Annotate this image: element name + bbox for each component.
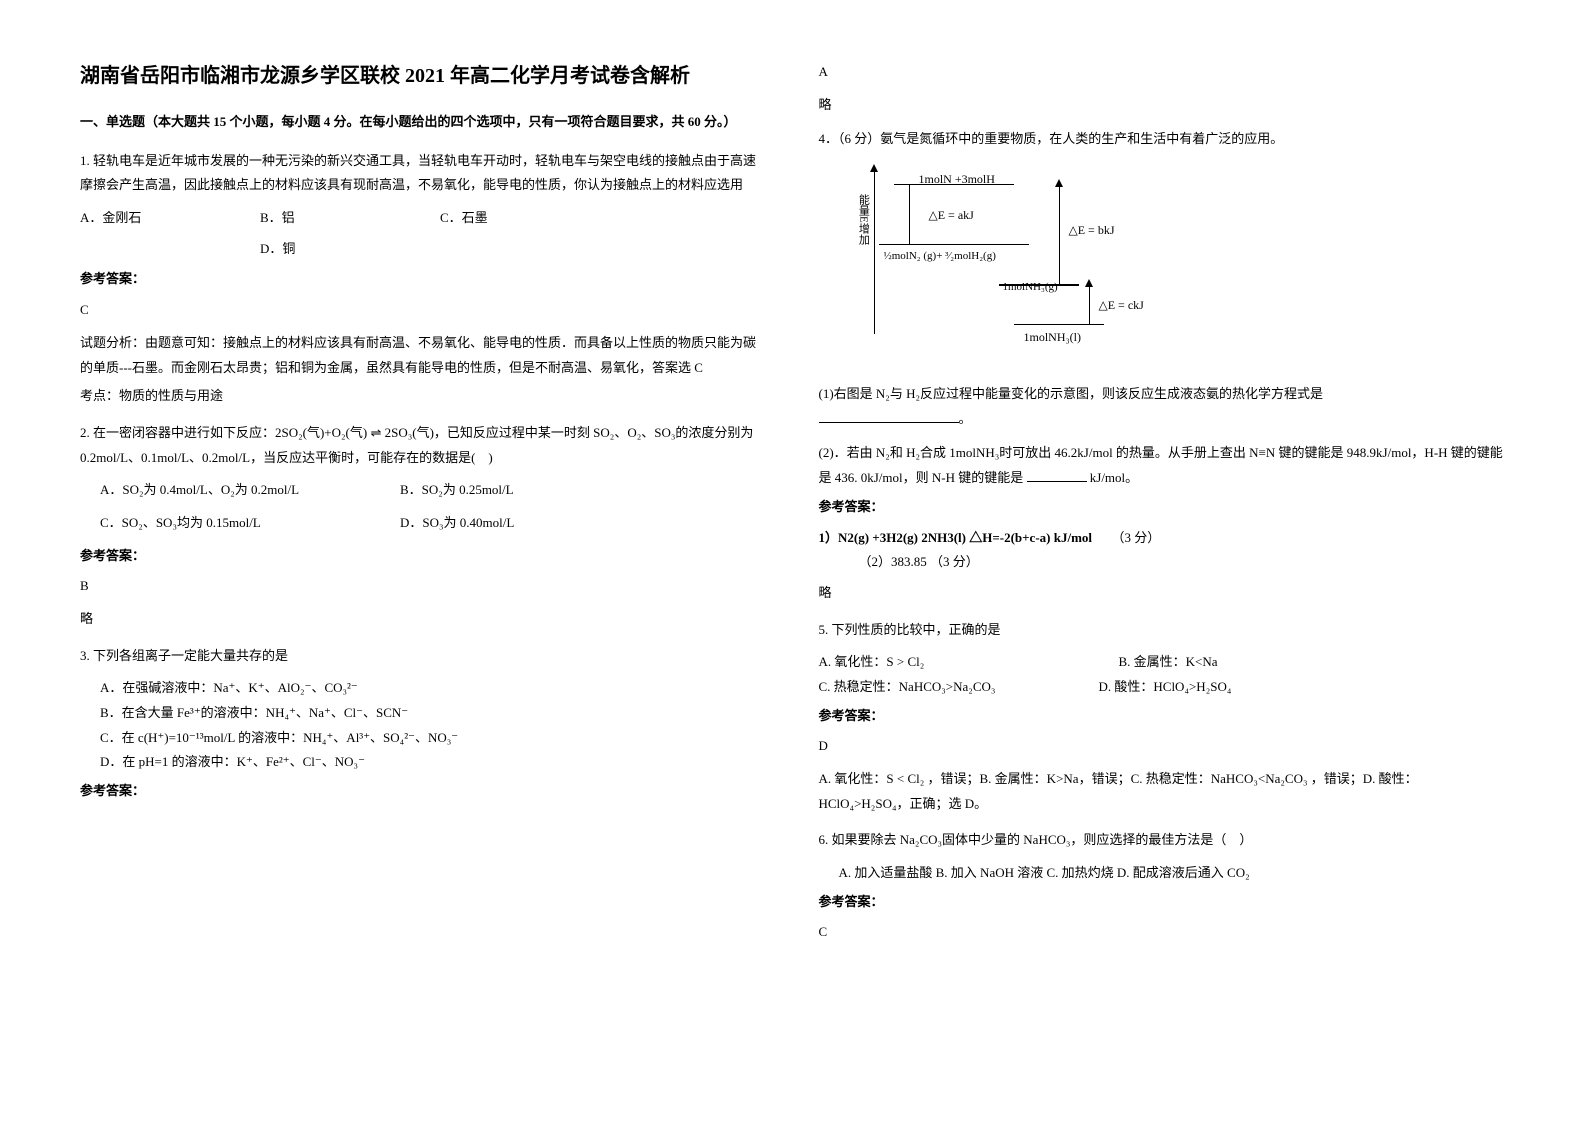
question-3: 3. 下列各组离子一定能大量共存的是 A．在强碱溶液中：Na⁺、K⁺、AlO₂⁻… — [80, 644, 769, 804]
question-2: 2. 在一密闭容器中进行如下反应：2SO₂(气)+O₂(气) ⇌ 2SO₃(气)… — [80, 421, 769, 632]
arrow-c-line — [1089, 284, 1090, 324]
level3-text: 1molNH₃(g) — [999, 276, 1062, 299]
y-axis-arrow — [870, 164, 878, 172]
q4-answer1: 1）N2(g) +3H2(g) 2NH3(l) △H=-2(b+c-a) kJ/… — [819, 530, 1093, 545]
q3-note: 略 — [819, 93, 1508, 118]
q2-opt-c: C．SO₂、SO₃均为 0.15mol/L — [100, 511, 400, 536]
q3-opt-c: C．在 c(H⁺)=10⁻¹³mol/L 的溶液中：NH₄⁺、Al³⁺、SO₄²… — [100, 726, 769, 751]
q4-part2-unit: kJ/mol。 — [1090, 470, 1138, 485]
q1-explain1: 试题分析：由题意可知：接触点上的材料应该具有耐高温、不易氧化、能导电的性质．而具… — [80, 331, 769, 380]
q5-answer: D — [819, 734, 1508, 759]
q2-opt-b: B．SO₂为 0.25mol/L — [400, 478, 650, 503]
q3-opt-a: A．在强碱溶液中：Na⁺、K⁺、AlO₂⁻、CO₃²⁻ — [100, 676, 769, 701]
q5-opt-c: C. 热稳定性：NaHCO₃>Na₂CO₃ — [819, 675, 1099, 700]
q5-answer-label: 参考答案： — [819, 704, 1508, 729]
q4-answer2: （2）383.85 （3 分） — [859, 550, 1508, 575]
q1-opt-a: A．金刚石 — [80, 206, 260, 231]
q2-opts-row1: A．SO₂为 0.4mol/L、O₂为 0.2mol/L B．SO₂为 0.25… — [100, 478, 769, 503]
q4-answer1-line: 1）N2(g) +3H2(g) 2NH3(l) △H=-2(b+c-a) kJ/… — [819, 526, 1508, 551]
q3-answer: A — [819, 60, 1508, 85]
q4-blank1 — [819, 422, 959, 423]
q2-answer: B — [80, 574, 769, 599]
level4-text: 1molNH₃(l) — [1024, 326, 1082, 349]
q5-row1: A. 氧化性：S > Cl₂ B. 金属性：K<Na — [819, 650, 1508, 675]
exam-title: 湖南省岳阳市临湘市龙源乡学区联校 2021 年高二化学月考试卷含解析 — [80, 60, 769, 92]
q3-opt-b: B．在含大量 Fe³⁺的溶液中：NH₄⁺、Na⁺、Cl⁻、SCN⁻ — [100, 701, 769, 726]
q2-answer-label: 参考答案： — [80, 544, 769, 569]
q1-opt-c-cont — [80, 237, 260, 262]
level2-text: ½molN₂ (g)+ ³⁄₂molH₂(g) — [884, 246, 996, 267]
q5-explain: A. 氧化性：S < Cl₂ ，错误；B. 金属性：K>Na，错误；C. 热稳定… — [819, 767, 1508, 816]
q5-opt-b: B. 金属性：K<Na — [1119, 650, 1218, 675]
arrow-c-head — [1085, 279, 1093, 287]
energy-diagram: 能量E增加 1molN +3molH △E = akJ ½molN₂ (g)+ … — [849, 164, 1508, 364]
question-5: 5. 下列性质的比较中，正确的是 A. 氧化性：S > Cl₂ B. 金属性：K… — [819, 618, 1508, 817]
q4-note: 略 — [819, 581, 1508, 606]
q4-part1: (1)右图是 N₂与 H₂反应过程中能量变化的示意图，则该反应生成液态氨的热化学… — [819, 382, 1508, 431]
q3-answer-label: 参考答案： — [80, 779, 769, 804]
arrow-a-line — [909, 184, 910, 244]
q2-text: 2. 在一密闭容器中进行如下反应：2SO₂(气)+O₂(气) ⇌ 2SO₃(气)… — [80, 421, 769, 470]
q1-opt-b: B．铝 — [260, 206, 440, 231]
question-6: 6. 如果要除去 Na₂CO₃固体中少量的 NaHCO₃，则应选择的最佳方法是（… — [819, 828, 1508, 945]
q1-answer-label: 参考答案： — [80, 267, 769, 292]
section-intro: 一、单选题（本大题共 15 个小题，每小题 4 分。在每小题给出的四个选项中，只… — [80, 110, 769, 135]
level2-line — [879, 244, 1029, 245]
q4-part1-text: (1)右图是 N₂与 H₂反应过程中能量变化的示意图，则该反应生成液态氨的热化学… — [819, 386, 1324, 401]
right-column: A 略 4．（6 分）氨气是氮循环中的重要物质，在人类的生产和生活中有着广泛的应… — [819, 60, 1508, 957]
level1-text: 1molN +3molH — [919, 168, 995, 191]
delta-c: △E = ckJ — [1099, 294, 1144, 317]
q4-part2-text: (2)．若由 N₂和 H₂合成 1molNH₃时可放出 46.2kJ/mol 的… — [819, 445, 1503, 485]
y-axis-label: 能量E增加 — [853, 194, 874, 245]
q2-opt-d: D．SO₃为 0.40mol/L — [400, 511, 650, 536]
q2-opts-row2: C．SO₂、SO₃均为 0.15mol/L D．SO₃为 0.40mol/L — [100, 511, 769, 536]
delta-b: △E = bkJ — [1069, 219, 1115, 242]
q5-opt-a: A. 氧化性：S > Cl₂ — [819, 650, 1119, 675]
q2-note: 略 — [80, 607, 769, 632]
arrow-b-line — [1059, 184, 1060, 284]
delta-a: △E = akJ — [929, 204, 974, 227]
q1-options: A．金刚石 B．铝 C．石墨 — [80, 206, 769, 231]
q6-text: 6. 如果要除去 Na₂CO₃固体中少量的 NaHCO₃，则应选择的最佳方法是（… — [819, 828, 1508, 853]
y-axis — [874, 169, 875, 334]
q1-options-2: D．铜 — [80, 237, 769, 262]
q1-explain2: 考点：物质的性质与用途 — [80, 384, 769, 409]
q6-answer-label: 参考答案： — [819, 890, 1508, 915]
question-4: 4．（6 分）氨气是氮循环中的重要物质，在人类的生产和生活中有着广泛的应用。 能… — [819, 127, 1508, 605]
q4-answer-label: 参考答案： — [819, 495, 1508, 520]
q5-text: 5. 下列性质的比较中，正确的是 — [819, 618, 1508, 643]
q6-answer: C — [819, 920, 1508, 945]
q4-blank2 — [1027, 481, 1087, 482]
left-column: 湖南省岳阳市临湘市龙源乡学区联校 2021 年高二化学月考试卷含解析 一、单选题… — [80, 60, 769, 957]
q5-row2: C. 热稳定性：NaHCO₃>Na₂CO₃ D. 酸性：HClO₄>H₂SO₄ — [819, 675, 1508, 700]
level4-line — [1014, 324, 1104, 325]
q1-opt-c: C．石墨 — [440, 206, 620, 231]
q4-part2: (2)．若由 N₂和 H₂合成 1molNH₃时可放出 46.2kJ/mol 的… — [819, 441, 1508, 490]
q5-opt-d: D. 酸性：HClO₄>H₂SO₄ — [1099, 675, 1232, 700]
q3-text: 3. 下列各组离子一定能大量共存的是 — [80, 644, 769, 669]
q2-opt-a: A．SO₂为 0.4mol/L、O₂为 0.2mol/L — [100, 478, 400, 503]
q1-text: 1. 轻轨电车是近年城市发展的一种无污染的新兴交通工具，当轻轨电车开动时，轻轨电… — [80, 149, 769, 198]
q4-text: 4．（6 分）氨气是氮循环中的重要物质，在人类的生产和生活中有着广泛的应用。 — [819, 127, 1508, 152]
q1-answer: C — [80, 298, 769, 323]
q1-opt-d: D．铜 — [260, 237, 440, 262]
q4-answer1-pts: （3 分） — [1112, 530, 1161, 545]
q6-options: A. 加入适量盐酸 B. 加入 NaOH 溶液 C. 加热灼烧 D. 配成溶液后… — [839, 861, 1508, 886]
q3-opt-d: D．在 pH=1 的溶液中：K⁺、Fe²⁺、Cl⁻、NO₃⁻ — [100, 750, 769, 775]
question-1: 1. 轻轨电车是近年城市发展的一种无污染的新兴交通工具，当轻轨电车开动时，轻轨电… — [80, 149, 769, 409]
arrow-b-head — [1055, 179, 1063, 187]
